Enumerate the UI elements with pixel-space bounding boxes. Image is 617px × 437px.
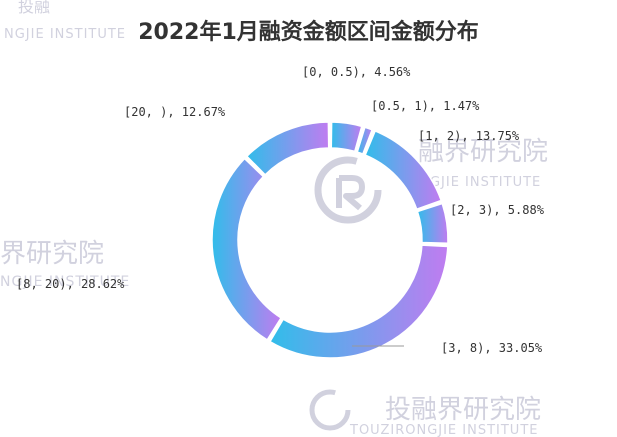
watermark-logo-small-icon <box>309 389 351 431</box>
watermark-right-brand: 融界研究院 <box>418 137 548 167</box>
watermark-layer: NGJIE INSTITUTE 投融 界研究院 NGJIE INSTITUTE … <box>0 0 548 437</box>
watermark-logo-icon <box>314 156 382 224</box>
slice-2 <box>364 130 443 211</box>
slice-0 <box>330 121 363 153</box>
chart-title: 2022年1月融资金额区间金额分布 <box>138 20 479 45</box>
slice-label-6: [20, ), 12.67% <box>124 105 226 119</box>
watermark-mid-left-latin: NGJIE INSTITUTE <box>0 274 130 290</box>
slice-label-0: [0, 0.5), 4.56% <box>302 65 411 79</box>
watermark-mid-left-brand: 界研究院 <box>0 239 104 269</box>
slice-label-3: [2, 3), 5.88% <box>450 203 545 217</box>
slice-label-1: [0.5, 1), 1.47% <box>371 99 480 113</box>
slice-6 <box>245 121 330 176</box>
slice-3 <box>416 202 449 245</box>
slice-1 <box>356 126 374 156</box>
watermark-top-left-latin: NGJIE INSTITUTE <box>4 27 126 42</box>
labels-group: [0, 0.5), 4.56% [0.5, 1), 1.47% [1, 2), 13… <box>16 65 545 355</box>
slices-group <box>211 121 449 359</box>
slice-4 <box>268 244 449 359</box>
slice-label-5: [8, 20), 28.62% <box>16 277 125 291</box>
slice-5 <box>211 157 283 341</box>
watermark-top-left-brand: 投融 <box>18 0 50 16</box>
watermark-bottom-latin: TOUZIRONGJIE INSTITUTE <box>349 423 538 437</box>
slice-label-2: [1, 2), 13.75% <box>418 129 520 143</box>
watermark-right-latin: ONGJIE INSTITUTE <box>408 175 541 190</box>
slice-label-4: [3, 8), 33.05% <box>441 341 543 355</box>
watermark-bottom-brand: 投融界研究院 <box>385 395 541 425</box>
